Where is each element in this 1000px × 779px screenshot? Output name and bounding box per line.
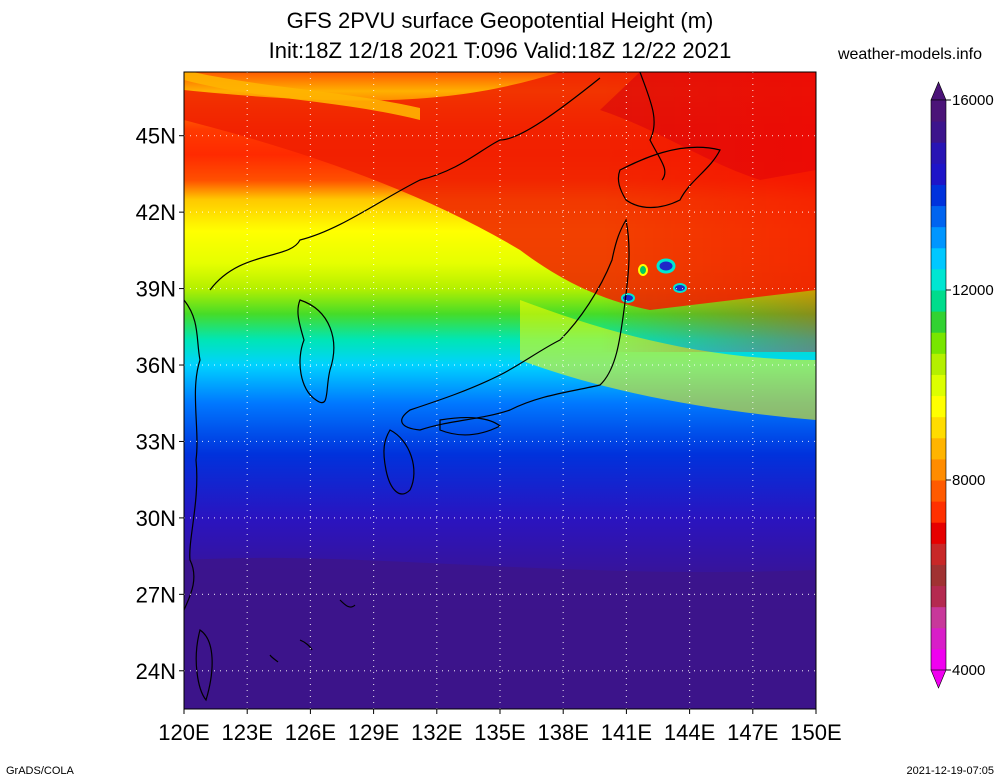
chart-title-line1: GFS 2PVU surface Geopotential Height (m) xyxy=(287,8,714,33)
anomaly-blob xyxy=(673,283,687,293)
colorbar-tick-label: 8000 xyxy=(952,472,985,489)
coast-sakhalin xyxy=(639,72,666,181)
coast-mainland-asia xyxy=(184,299,201,611)
coast-kyushu xyxy=(383,429,415,495)
lat-tick-label: 24N xyxy=(136,659,176,684)
colorbar-swatch xyxy=(931,247,946,270)
lat-tick-label: 27N xyxy=(136,582,176,607)
coast-manchuria xyxy=(209,77,601,291)
colorbar-swatch xyxy=(931,205,946,228)
coastlines xyxy=(184,72,721,702)
anomaly-blob xyxy=(656,258,676,274)
colorbar-swatch xyxy=(931,332,946,354)
colorbar-tick-label: 16000 xyxy=(952,92,994,109)
lon-tick-label: 132E xyxy=(411,720,462,745)
anomaly-blob xyxy=(621,293,635,303)
colorbar-labels: 4000 8000 12000 16000 xyxy=(946,92,994,679)
lat-tick-label: 45N xyxy=(136,124,176,149)
lat-tick-label: 30N xyxy=(136,506,176,531)
lon-tick-label: 135E xyxy=(474,720,525,745)
map-panel xyxy=(184,72,816,709)
colorbar-swatch xyxy=(931,290,946,312)
lon-tick-label: 150E xyxy=(790,720,841,745)
colorbar-swatch xyxy=(931,564,946,587)
colorbar-swatch xyxy=(931,458,946,481)
colorbar-swatch xyxy=(931,416,946,439)
lat-tick-label: 39N xyxy=(136,277,176,302)
coast-hokkaido xyxy=(617,146,721,209)
colorbar-swatch xyxy=(931,501,946,523)
field-band-yellow-east xyxy=(520,300,816,420)
east-shade xyxy=(600,72,816,352)
lon-tick-label: 141E xyxy=(601,720,652,745)
colorbar-swatch xyxy=(931,374,946,397)
lon-tick-label: 147E xyxy=(727,720,778,745)
lon-tick-label: 144E xyxy=(664,720,715,745)
colorbar-swatch xyxy=(931,543,946,565)
colorbar-frame xyxy=(930,99,947,671)
colorbar-swatch xyxy=(931,648,946,671)
lat-tick-label: 36N xyxy=(136,353,176,378)
lon-tick-label: 138E xyxy=(538,720,589,745)
colorbar-swatch xyxy=(931,121,946,143)
colorbar-max-arrow xyxy=(930,81,947,101)
field-band-purple xyxy=(184,557,816,709)
colorbar-swatch xyxy=(931,522,946,544)
chart-title-line2: Init:18Z 12/18 2021 T:096 Valid:18Z 12/2… xyxy=(269,38,732,63)
colorbar-swatch xyxy=(931,437,946,460)
colorbar-swatch xyxy=(931,627,946,650)
footer-left: GrADS/COLA xyxy=(6,765,75,777)
colorbar-swatch xyxy=(931,585,946,608)
colorbar xyxy=(930,81,947,689)
colorbar-swatch xyxy=(931,163,946,185)
colorbar-swatch xyxy=(931,480,946,502)
site-label: weather-models.info xyxy=(837,46,982,63)
colorbar-swatch xyxy=(931,353,946,375)
gridlines xyxy=(184,72,816,709)
lon-tick-label: 123E xyxy=(222,720,273,745)
colorbar-swatch xyxy=(931,606,946,629)
coast-taiwan xyxy=(195,629,213,702)
lon-tick-labels: 120E 123E 126E 129E 132E 135E 138E 141E 144E 147E… xyxy=(158,709,842,745)
colorbar-swatch xyxy=(931,184,946,207)
colorbar-swatch xyxy=(931,395,946,418)
field-band-orange xyxy=(184,72,420,120)
lon-tick-label: 129E xyxy=(348,720,399,745)
colorbar-tick-label: 12000 xyxy=(952,282,994,299)
colorbar-swatch xyxy=(931,268,946,291)
coast-ryukyu xyxy=(269,599,356,663)
colorbar-swatch xyxy=(931,100,946,122)
lon-tick-label: 120E xyxy=(158,720,209,745)
lon-tick-label: 126E xyxy=(285,720,336,745)
footer-right: 2021-12-19-07:05 xyxy=(907,765,994,777)
anomaly-blob xyxy=(638,264,648,276)
coast-korea xyxy=(297,299,335,404)
colorbar-min-arrow xyxy=(930,669,947,689)
colorbar-tick-label: 4000 xyxy=(952,662,985,679)
colorbar-swatch xyxy=(931,311,946,333)
lat-tick-label: 42N xyxy=(136,200,176,225)
lat-tick-label: 33N xyxy=(136,429,176,454)
lat-tick-labels: 24N 27N 30N 33N 36N 39N 42N 45N xyxy=(136,124,184,684)
colorbar-swatch xyxy=(931,142,946,164)
coast-honshu xyxy=(401,218,630,431)
colorbar-swatch xyxy=(931,226,946,249)
